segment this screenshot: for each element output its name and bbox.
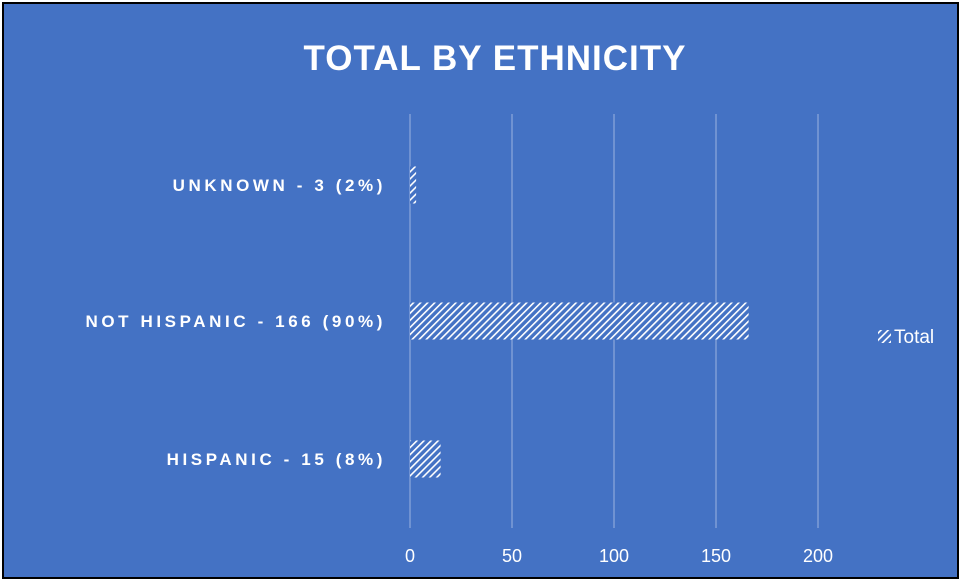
category-label: NOT HISPANIC - 166 (90%) (85, 312, 386, 331)
x-tick-label: 150 (701, 546, 731, 566)
bar (410, 166, 417, 204)
category-label: UNKNOWN - 3 (2%) (173, 176, 386, 195)
bar (410, 440, 441, 478)
legend-swatch (878, 330, 891, 343)
x-tick-label: 0 (405, 546, 415, 566)
x-tick-label: 50 (502, 546, 522, 566)
category-label: HISPANIC - 15 (8%) (167, 450, 386, 469)
x-axis-tick-labels: 0 50 100 150 200 (405, 546, 833, 566)
chart-title: TOTAL BY ETHNICITY (304, 39, 687, 78)
x-tick-label: 100 (599, 546, 629, 566)
x-tick-label: 200 (803, 546, 833, 566)
bars (410, 166, 749, 478)
legend-label-total: Total (894, 327, 934, 348)
legend: Total (878, 327, 934, 348)
category-labels: UNKNOWN - 3 (2%) NOT HISPANIC - 166 (90%)… (85, 176, 386, 469)
chart-frame: TOTAL BY ETHNICITY UNKNOWN - 3 (2%) NOT H… (2, 2, 959, 579)
bar (410, 302, 749, 340)
chart-svg: TOTAL BY ETHNICITY UNKNOWN - 3 (2%) NOT H… (85, 39, 934, 566)
